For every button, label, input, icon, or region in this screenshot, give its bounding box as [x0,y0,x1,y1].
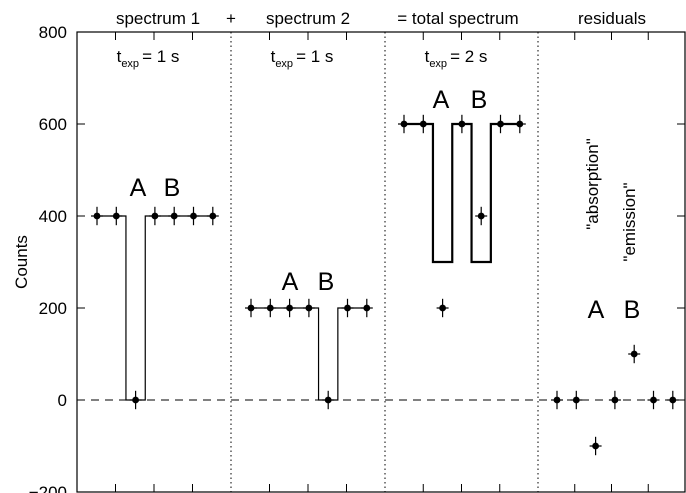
exposure-value: = 1 s [142,47,179,66]
heading-plus: + [226,9,236,28]
data-point [305,304,313,312]
data-point [170,212,178,220]
model-step-line [251,307,367,401]
y-tick-label: 200 [39,299,67,318]
data-point [324,396,332,404]
letter-a-spectrum-1: A [130,174,147,202]
letter-a-spectrum-2: A [282,268,299,296]
exposure-t: t [425,47,430,66]
exposure-subscript: exp [429,58,447,70]
data-point [344,304,351,312]
data-points [91,114,679,456]
data-point [458,120,466,128]
exposure-subscript: exp [275,58,293,70]
data-point [209,212,217,220]
data-point [439,304,446,312]
y-tick-label: 400 [39,207,67,226]
letter-b-spectrum-2: B [318,268,335,296]
data-point [611,396,619,404]
data-point [592,442,599,450]
data-point [190,212,197,220]
data-point [363,304,371,312]
letter-b-spectrum-1: B [164,174,181,202]
y-tick-label: 600 [39,115,67,134]
emission-label: "emission" [620,182,639,261]
exposure-label-2: texp = 1 s [271,47,334,70]
exposure-t: t [271,47,276,66]
data-point [151,212,159,220]
exposure-subscript: exp [121,58,139,70]
exposure-value: = 1 s [296,47,333,66]
exposure-label-3: texp = 2 s [425,47,488,70]
data-point [266,304,274,312]
exposure-value: = 2 s [450,47,487,66]
y-axis-title: Counts [12,235,31,289]
y-ticks: −200 0 200 400 600 800 [29,23,685,493]
data-point [650,396,657,404]
data-point [572,396,580,404]
data-point [553,396,561,404]
data-point [400,120,408,128]
data-point [497,120,504,128]
y-tick-label: −200 [29,483,67,493]
heading-spectrum-2: spectrum 2 [266,9,350,28]
y-tick-label: 0 [58,391,67,410]
y-tick-label: 800 [39,23,67,42]
data-point [112,212,120,220]
x-ticks [115,32,649,492]
model-step-line [404,122,520,264]
heading-spectrum-1: spectrum 1 [116,9,200,28]
letter-b-total: B [471,86,488,114]
data-point [477,212,485,220]
data-point [286,304,293,312]
plot-frame [76,31,686,493]
data-point [93,212,101,220]
heading-total-spectrum: = total spectrum [397,9,518,28]
data-point [132,396,140,404]
data-point [630,350,638,358]
data-point [516,120,524,128]
letter-a-total: A [433,86,450,114]
model-lines [97,122,520,401]
exposure-t: t [117,47,122,66]
data-point [669,396,677,404]
letter-b-residuals: B [624,296,641,324]
model-step-line [97,215,213,401]
exposure-label-1: texp = 1 s [117,47,180,70]
data-point [419,120,427,128]
data-point [247,304,255,312]
letter-a-residuals: A [588,296,605,324]
heading-residuals: residuals [578,9,646,28]
absorption-label: "absorption" [583,138,602,229]
